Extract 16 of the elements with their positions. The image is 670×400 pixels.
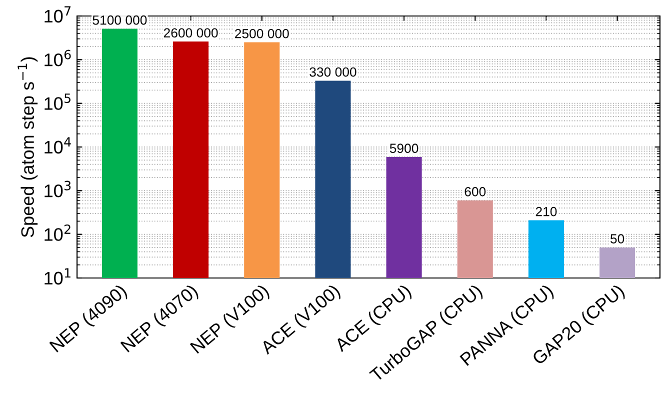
data-label: 5900 (390, 144, 418, 154)
y-tick-label: 10$^{2}$ (44, 224, 70, 241)
data-label: 330 000 (310, 67, 356, 77)
y-tick-label: 10$^{1}$ (44, 268, 70, 285)
y-tick-label: 10$^{3}$ (44, 180, 71, 198)
data-label: 2600 000 (164, 28, 218, 38)
y-tick-label: 10$^{6}$ (44, 50, 71, 66)
y-axis-title: Speed (atom step s$^{−1}$) (18, 57, 38, 238)
y-tick-label: 10$^{5}$ (44, 94, 70, 110)
y-tick-label: 10$^{7}$ (44, 6, 71, 23)
data-label: 5100 000 (92, 15, 147, 25)
data-label: 600 (464, 187, 486, 196)
data-label: 210 (536, 206, 557, 216)
data-label: 50 (610, 234, 624, 244)
data-label: 2500 000 (235, 28, 289, 38)
y-tick-label: 10$^{4}$ (44, 137, 71, 154)
